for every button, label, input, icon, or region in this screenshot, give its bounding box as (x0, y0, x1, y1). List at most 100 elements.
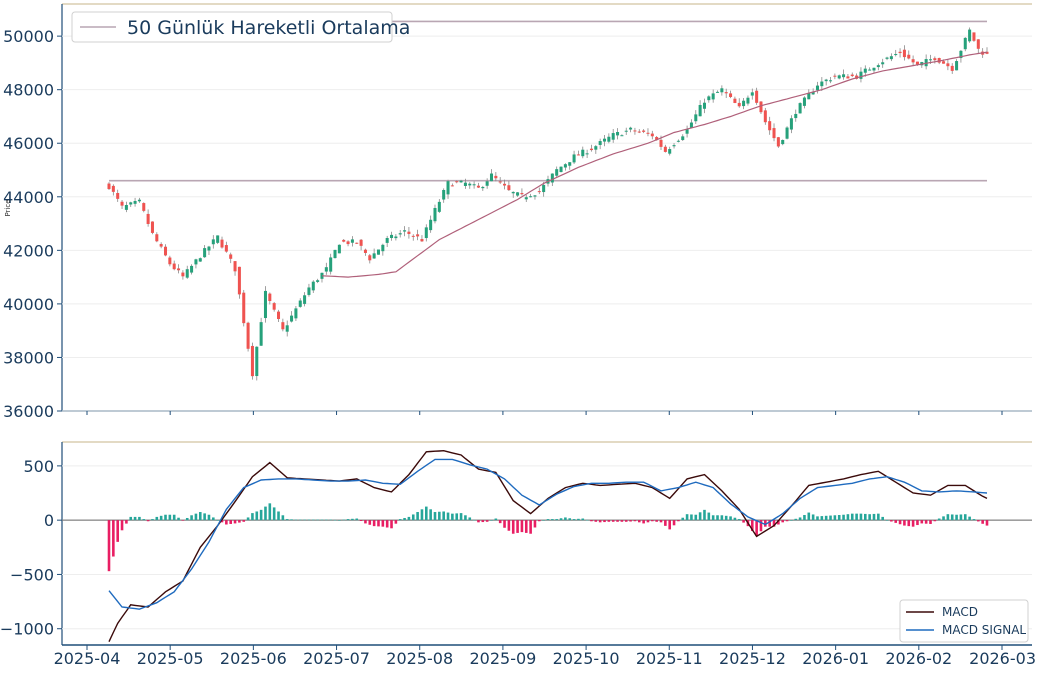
candle-body (181, 272, 185, 277)
candle-body (763, 110, 767, 123)
macd-hist-bar (794, 518, 798, 521)
candle-body (372, 253, 376, 259)
candle-body (933, 58, 937, 61)
candle-body (398, 233, 402, 235)
macd-hist-bar (203, 513, 206, 521)
macd-hist-bar (911, 520, 915, 527)
candle-body (150, 221, 154, 233)
price-y-label: Price (4, 199, 12, 216)
candle-body (755, 90, 759, 103)
candle-body (742, 100, 746, 107)
macd-hist-bar (816, 516, 819, 521)
price-legend: 50 Günlük Hareketli Ortalama (71, 11, 410, 43)
macd-hist-bar (981, 520, 984, 524)
candle-body (190, 265, 194, 273)
candle-body (263, 290, 267, 319)
macd-hist-bar (664, 520, 667, 526)
x-tick-label: 2025-06 (220, 649, 287, 668)
candle-body (607, 136, 611, 142)
macd-hist-bar (477, 520, 480, 523)
candle-body (716, 91, 720, 93)
macd-hist-bar (694, 514, 698, 521)
x-tick-label: 2025-10 (553, 649, 620, 668)
macd-hist-bar (772, 520, 776, 527)
macd-hist-bar (777, 520, 780, 525)
candle-body (811, 91, 815, 95)
candle-body (229, 254, 233, 259)
macd-hist-bar (264, 506, 267, 521)
macd-hist-bar (138, 516, 141, 521)
candle-body (516, 192, 520, 196)
macd-hist-bar (259, 509, 263, 521)
candle-body (876, 65, 880, 68)
macd-hist-bar (272, 507, 276, 521)
candle-body (224, 245, 228, 252)
candle-body (629, 127, 633, 130)
macd-hist-bar (112, 520, 115, 557)
candle-body (602, 138, 607, 142)
legend-label-macd: MACD (942, 605, 978, 619)
candle-body (342, 239, 346, 242)
candle-body (107, 183, 111, 190)
candle-body (711, 93, 715, 100)
macd-hist-bar (820, 516, 824, 521)
macd-tick-label: −1000 (0, 620, 54, 639)
candle-body (798, 103, 802, 114)
candle-body (146, 213, 150, 224)
macd-hist-bar (907, 520, 911, 527)
candle-body (946, 63, 950, 67)
macd-hist-bar (594, 520, 598, 522)
candle-body (303, 295, 307, 304)
macd-hist-bar (159, 515, 163, 521)
candle-body (829, 80, 833, 82)
price-candles (107, 27, 989, 381)
candle-body (485, 181, 489, 186)
macd-hist-bar (885, 520, 889, 521)
candle-body (702, 102, 706, 109)
macd-hist-bar (529, 520, 532, 534)
macd-hist-bar (637, 520, 641, 523)
candle-body (185, 269, 189, 278)
macd-hist-bar (342, 519, 346, 521)
candle-body (542, 184, 546, 193)
candle-body (420, 239, 424, 242)
macd-hist-bar (551, 519, 554, 521)
macd-hist-bar (711, 515, 715, 521)
candle-body (681, 136, 685, 141)
candle-body (250, 345, 254, 377)
macd-hist-bar (238, 520, 241, 523)
macd-hist-bar (564, 517, 567, 521)
x-tick-label: 2026-03 (969, 649, 1036, 668)
candle-body (298, 300, 302, 307)
macd-hist-bar (281, 515, 285, 521)
macd-hist-bar (890, 520, 893, 522)
legend-label-signal: MACD SIGNAL (942, 623, 1026, 637)
price-tick-label: 44000 (3, 188, 54, 207)
macd-hist-bar (242, 520, 246, 522)
macd-hist-bar (590, 520, 593, 522)
macd-hist-bar (750, 520, 754, 532)
candle-body (694, 114, 698, 122)
candle-body (781, 139, 785, 145)
macd-hist-bar (294, 519, 298, 521)
candle-body (815, 85, 819, 91)
candle-body (637, 131, 641, 133)
candle-body (433, 207, 437, 222)
candle-body (559, 166, 563, 173)
macd-hist-bar (198, 512, 202, 521)
candle-body (498, 181, 502, 183)
candle-body (476, 185, 480, 188)
price-grid (62, 35, 1032, 412)
candle-body (385, 237, 389, 243)
candle-body (155, 234, 159, 242)
macd-hist-bar (194, 513, 198, 521)
macd-hist-bar (233, 520, 237, 524)
macd-hist-bar (329, 519, 332, 521)
candle-body (124, 204, 128, 210)
macd-hist-bar (985, 520, 989, 526)
candle-body (376, 249, 380, 255)
candle-body (698, 105, 702, 117)
macd-hist-bar (655, 520, 658, 522)
